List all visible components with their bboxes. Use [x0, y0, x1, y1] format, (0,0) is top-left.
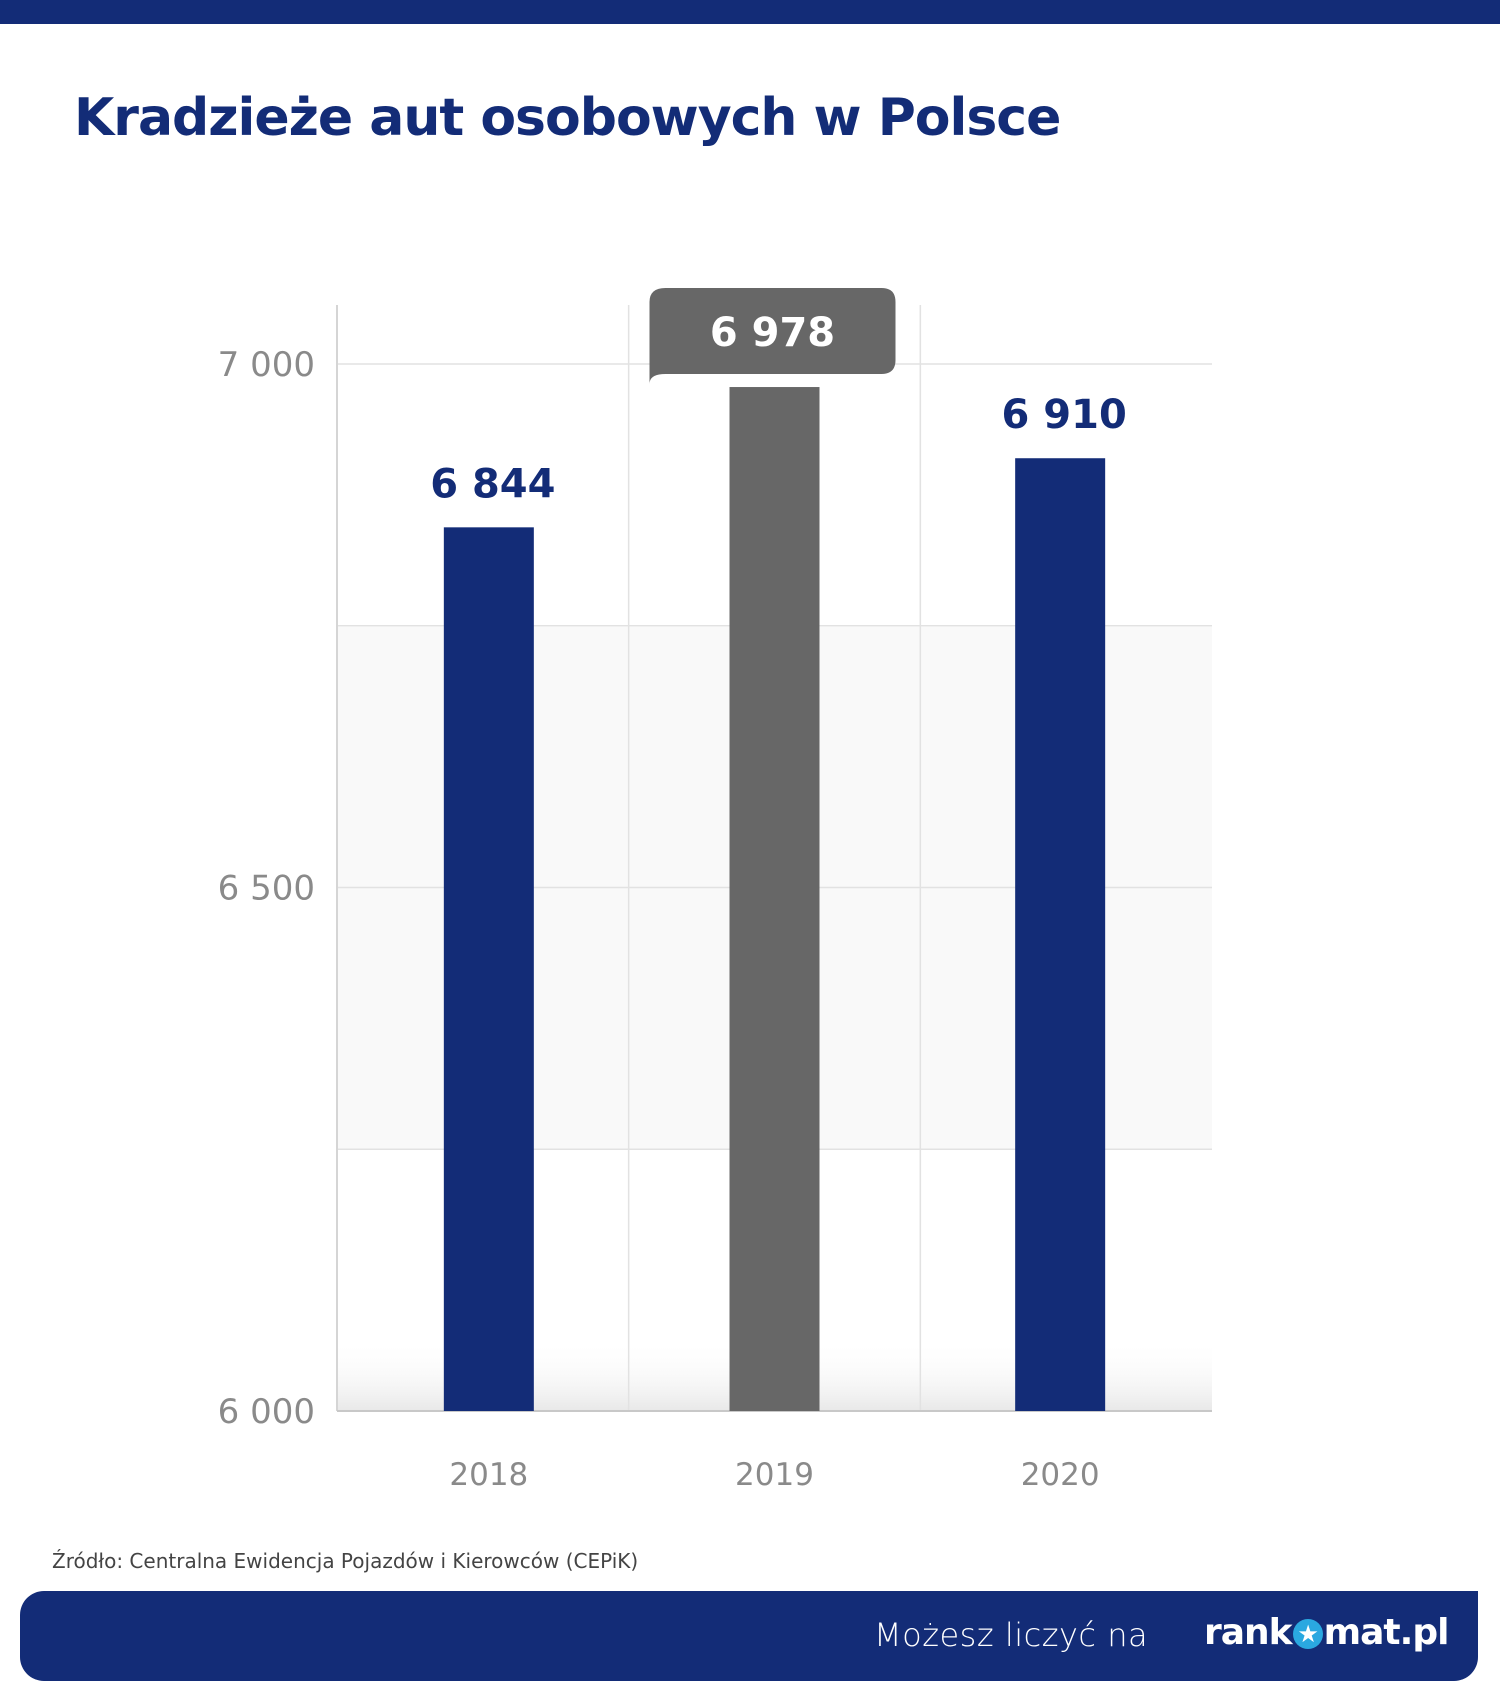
- star-icon: ★: [1292, 1619, 1323, 1649]
- y-tick-label: 6 500: [218, 869, 315, 909]
- x-tick-label: 2020: [1021, 1457, 1100, 1493]
- source-note: Źródło: Centralna Ewidencja Pojazdów i K…: [52, 1549, 639, 1573]
- x-tick-label: 2018: [449, 1457, 528, 1493]
- bar-2020[interactable]: [1015, 458, 1106, 1412]
- y-tick-label: 6 000: [218, 1392, 315, 1432]
- x-tick-label: 2019: [735, 1457, 814, 1493]
- bar-2018[interactable]: [443, 527, 534, 1411]
- footer-tagline: Możesz liczyć na: [874, 1616, 1149, 1654]
- y-tick-label: 7 000: [218, 345, 315, 385]
- top-bar: [0, 0, 1500, 24]
- chart-title: Kradzieże aut osobowych w Polsce: [74, 88, 1061, 148]
- bar-2019[interactable]: [729, 387, 820, 1411]
- rankomat-logo[interactable]: rank ★ mat.pl: [1204, 1612, 1450, 1653]
- logo-text-left: rank: [1204, 1612, 1293, 1653]
- data-label: 6 844: [430, 461, 555, 507]
- data-label: 6 910: [1002, 392, 1127, 438]
- bar-chart: 6 000 6 500 7 000 2018 6 844 2019 6 978 2020 6 9…: [218, 288, 1212, 1493]
- footer-bar: [20, 1591, 1478, 1681]
- value-callout: [649, 288, 896, 384]
- data-label: 6 978: [710, 310, 835, 356]
- logo-text-right: mat.pl: [1323, 1612, 1450, 1653]
